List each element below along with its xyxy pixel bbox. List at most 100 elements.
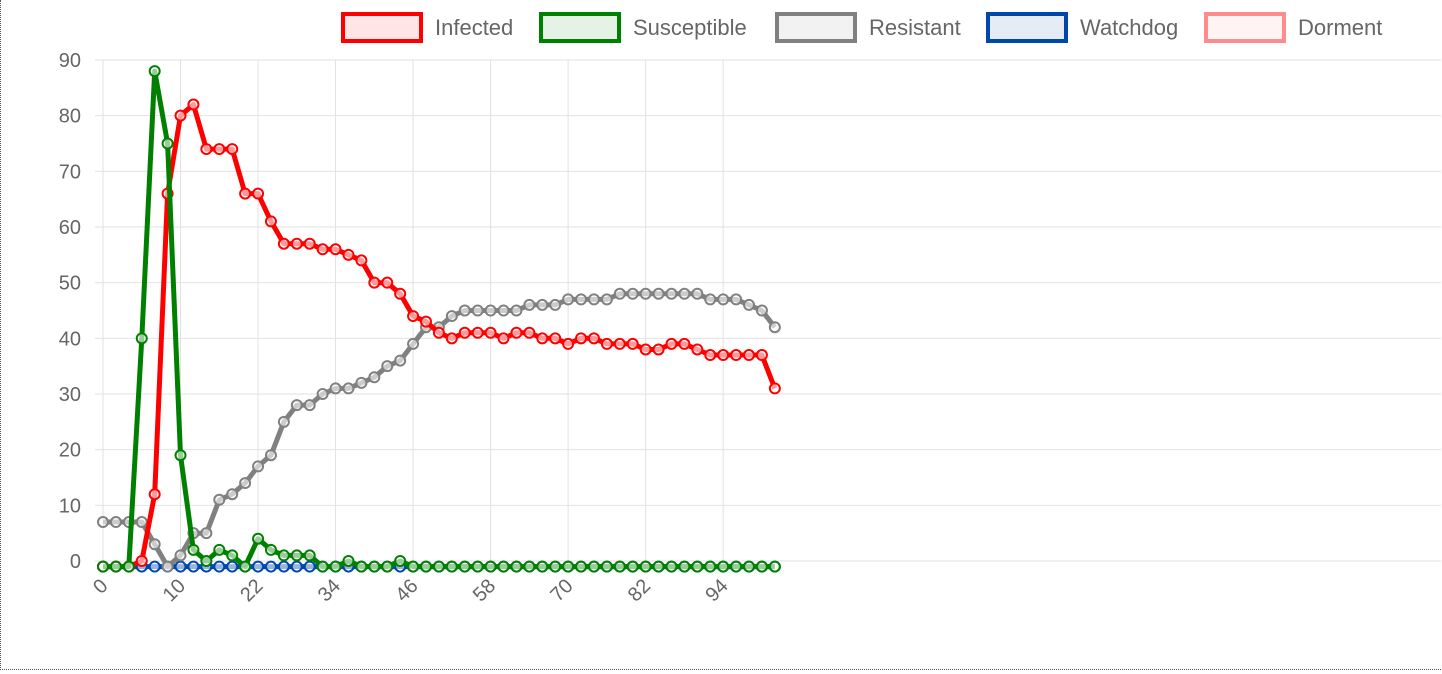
data-point[interactable] (407, 310, 420, 323)
data-point[interactable] (639, 287, 652, 300)
data-point[interactable] (743, 349, 755, 362)
data-point[interactable] (264, 449, 277, 462)
data-point[interactable] (381, 360, 394, 373)
data-point[interactable] (536, 298, 549, 311)
data-point[interactable] (575, 560, 588, 573)
legend-item-resistant[interactable]: Resistant (775, 12, 961, 43)
data-point[interactable] (329, 243, 342, 256)
data-point[interactable] (277, 560, 290, 573)
data-point[interactable] (704, 293, 717, 306)
data-point[interactable] (626, 287, 639, 300)
data-point[interactable] (239, 477, 252, 490)
data-point[interactable] (264, 543, 277, 556)
data-point[interactable] (691, 287, 704, 300)
data-point[interactable] (730, 349, 743, 362)
data-point[interactable] (587, 332, 600, 345)
data-point[interactable] (730, 293, 743, 306)
data-point[interactable] (174, 449, 187, 462)
data-point[interactable] (368, 276, 381, 289)
data-point[interactable] (109, 516, 122, 529)
data-point[interactable] (575, 332, 588, 345)
data-point[interactable] (755, 349, 768, 362)
data-point[interactable] (613, 337, 626, 350)
data-point[interactable] (252, 460, 265, 473)
data-point[interactable] (264, 215, 277, 228)
data-point[interactable] (639, 343, 652, 356)
legend-item-watchdog[interactable]: Watchdog (986, 12, 1178, 43)
data-point[interactable] (381, 276, 394, 289)
data-point[interactable] (277, 549, 290, 562)
data-point[interactable] (704, 560, 717, 573)
data-point[interactable] (187, 98, 200, 111)
data-point[interactable] (109, 560, 122, 573)
data-point[interactable] (678, 287, 691, 300)
data-point[interactable] (394, 287, 407, 300)
data-point[interactable] (355, 376, 368, 389)
data-point[interactable] (97, 516, 109, 529)
data-point[interactable] (484, 326, 497, 339)
data-point[interactable] (768, 382, 781, 395)
data-point[interactable] (174, 549, 187, 562)
data-point[interactable] (755, 560, 768, 573)
data-point[interactable] (303, 237, 316, 250)
data-point[interactable] (277, 237, 290, 250)
data-point[interactable] (523, 326, 536, 339)
data-point[interactable] (394, 354, 407, 367)
data-point[interactable] (277, 415, 290, 428)
data-point[interactable] (652, 560, 665, 573)
data-point[interactable] (303, 399, 316, 412)
data-point[interactable] (743, 560, 755, 573)
data-point[interactable] (549, 332, 562, 345)
data-point[interactable] (562, 293, 575, 306)
data-point[interactable] (458, 326, 471, 339)
data-point[interactable] (600, 293, 613, 306)
data-point[interactable] (161, 560, 174, 573)
data-point[interactable] (510, 326, 523, 339)
data-point[interactable] (148, 488, 161, 501)
data-point[interactable] (213, 493, 226, 506)
data-point[interactable] (665, 560, 678, 573)
data-point[interactable] (407, 337, 420, 350)
data-point[interactable] (226, 488, 239, 501)
legend-item-infected[interactable]: Infected (341, 12, 513, 43)
data-point[interactable] (743, 298, 755, 311)
data-point[interactable] (458, 560, 471, 573)
data-point[interactable] (613, 287, 626, 300)
data-point[interactable] (174, 560, 187, 573)
data-point[interactable] (342, 382, 355, 395)
data-point[interactable] (174, 109, 187, 122)
data-point[interactable] (252, 532, 265, 545)
data-point[interactable] (717, 560, 730, 573)
data-point[interactable] (432, 560, 445, 573)
legend-item-susceptible[interactable]: Susceptible (539, 12, 747, 43)
data-point[interactable] (148, 65, 161, 78)
data-point[interactable] (755, 304, 768, 317)
data-point[interactable] (342, 248, 355, 261)
data-point[interactable] (135, 332, 148, 345)
data-point[interactable] (316, 388, 329, 400)
legend-item-dorment[interactable]: Dorment (1204, 12, 1382, 43)
data-point[interactable] (135, 555, 148, 567)
data-point[interactable] (264, 560, 277, 573)
data-point[interactable] (148, 538, 161, 551)
data-point[interactable] (536, 332, 549, 345)
data-point[interactable] (471, 560, 484, 573)
data-point[interactable] (329, 560, 342, 573)
data-point[interactable] (432, 326, 445, 339)
data-point[interactable] (213, 560, 226, 573)
data-point[interactable] (122, 560, 135, 573)
data-point[interactable] (717, 293, 730, 306)
data-point[interactable] (316, 560, 329, 573)
data-point[interactable] (213, 143, 226, 156)
data-point[interactable] (536, 560, 549, 573)
data-point[interactable] (355, 560, 368, 573)
data-point[interactable] (665, 287, 678, 300)
data-point[interactable] (407, 560, 420, 573)
data-point[interactable] (290, 560, 303, 573)
data-point[interactable] (497, 560, 510, 573)
data-point[interactable] (471, 304, 484, 317)
data-point[interactable] (213, 543, 226, 556)
data-point[interactable] (768, 321, 781, 334)
data-point[interactable] (458, 304, 471, 317)
data-point[interactable] (226, 560, 239, 573)
